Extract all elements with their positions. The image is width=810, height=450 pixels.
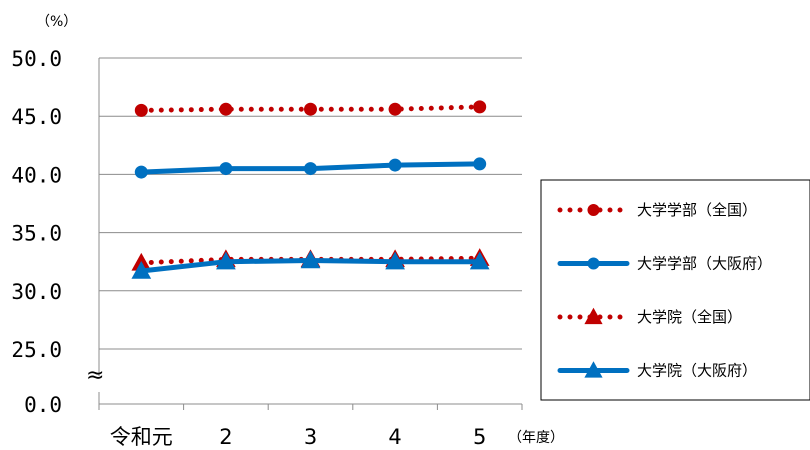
y-tick-label: 35.0 xyxy=(11,222,62,246)
data-point xyxy=(219,162,233,176)
legend-entry: 大学学部（全国） xyxy=(557,201,757,219)
y-axis-break-mark: ≈ xyxy=(86,363,104,388)
data-point xyxy=(304,102,317,116)
data-point xyxy=(388,102,402,116)
x-axis-unit: （年度） xyxy=(508,430,564,446)
legend: 大学学部（全国） 大学学部（大阪府） 大学院（全国） 大学院（大阪府） xyxy=(540,179,810,401)
y-tick-label: 50.0 xyxy=(11,47,62,71)
data-point xyxy=(385,251,405,270)
data-point xyxy=(216,251,236,270)
data-point xyxy=(469,251,490,270)
legend-label: 大学学部（大阪府） xyxy=(637,255,772,273)
y-tick-label: 0.0 xyxy=(24,393,62,417)
y-tick-label: 40.0 xyxy=(11,163,62,187)
data-series xyxy=(131,100,490,279)
axis-labels: （%） （年度） ≈ 50.0 45.0 40.0 35.0 30.0 25.0 0.0 令和… xyxy=(11,14,564,449)
y-tick-label: 25.0 xyxy=(11,338,62,362)
data-point xyxy=(219,102,233,116)
legend-label: 大学院（全国） xyxy=(637,308,742,326)
data-point xyxy=(388,158,402,172)
x-tick-label: 令和元 xyxy=(110,425,173,449)
legend-box xyxy=(540,179,810,401)
data-point xyxy=(584,361,603,378)
legend-label: 大学院（大阪府） xyxy=(637,362,757,380)
data-point xyxy=(134,103,148,117)
series-circle-solid xyxy=(134,157,487,179)
data-point xyxy=(587,257,600,270)
legend-entry: 大学院（大阪府） xyxy=(557,361,757,380)
data-point xyxy=(300,250,321,269)
x-tick-label: 2 xyxy=(219,425,232,449)
y-axis-unit: （%） xyxy=(36,14,77,30)
data-point xyxy=(584,307,603,325)
data-point xyxy=(131,260,152,279)
data-point xyxy=(473,100,487,114)
data-point xyxy=(134,165,148,179)
axes xyxy=(98,58,523,410)
data-point xyxy=(304,162,317,176)
grid-lines xyxy=(99,57,522,350)
series-circle-dotted xyxy=(134,100,487,117)
x-tick-label: 3 xyxy=(304,425,317,449)
data-point xyxy=(473,157,487,171)
legend-entry: 大学院（全国） xyxy=(557,307,742,326)
legend-entry: 大学学部（大阪府） xyxy=(557,255,772,273)
series-triangle-solid xyxy=(131,250,490,279)
data-point xyxy=(587,204,600,216)
y-tick-label: 30.0 xyxy=(11,280,62,304)
x-tick-label: 5 xyxy=(473,425,486,449)
legend-label: 大学学部（全国） xyxy=(637,201,757,219)
x-tick-label: 4 xyxy=(388,425,401,449)
y-tick-label: 45.0 xyxy=(11,105,62,129)
